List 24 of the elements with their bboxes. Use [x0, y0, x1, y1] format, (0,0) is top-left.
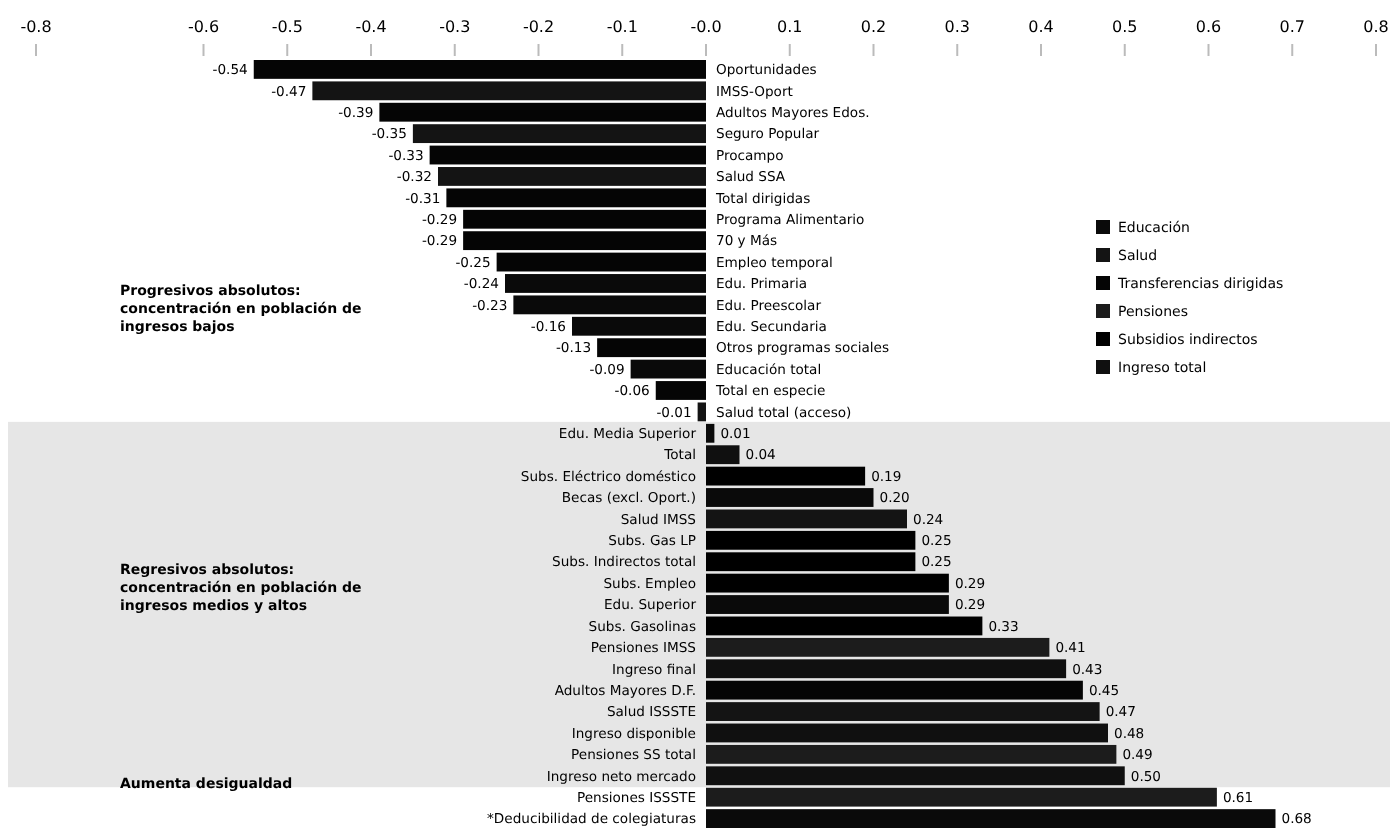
- bar: [706, 809, 1276, 828]
- x-tick-label: -0.1: [606, 18, 638, 36]
- bar: [429, 145, 706, 165]
- x-tick-label: -0.5: [271, 18, 303, 36]
- x-tick-label: 0.2: [860, 18, 887, 36]
- bar: [312, 81, 706, 101]
- bar: [412, 124, 706, 144]
- x-tick-label: 0.1: [777, 18, 803, 36]
- x-tick-label: -0.6: [187, 18, 220, 36]
- x-tick-label: 0.4: [1028, 18, 1054, 36]
- bar: [253, 60, 706, 79]
- x-tick-label: -0.3: [439, 18, 471, 36]
- bar: [697, 402, 706, 422]
- x-tick-label: 0.3: [944, 18, 970, 36]
- x-tick-label: -0.2: [522, 18, 555, 36]
- x-tick-label: 0.8: [1363, 18, 1389, 36]
- x-tick-label: -0.0: [690, 18, 722, 36]
- x-tick-label: -0.4: [355, 18, 387, 36]
- bar: [379, 102, 706, 122]
- x-tick-label: 0.7: [1279, 18, 1305, 36]
- bar: [438, 167, 706, 186]
- x-tick-label: 0.6: [1195, 18, 1222, 36]
- x-tick-label: -0.8: [20, 18, 52, 36]
- x-tick-label: 0.5: [1112, 18, 1138, 36]
